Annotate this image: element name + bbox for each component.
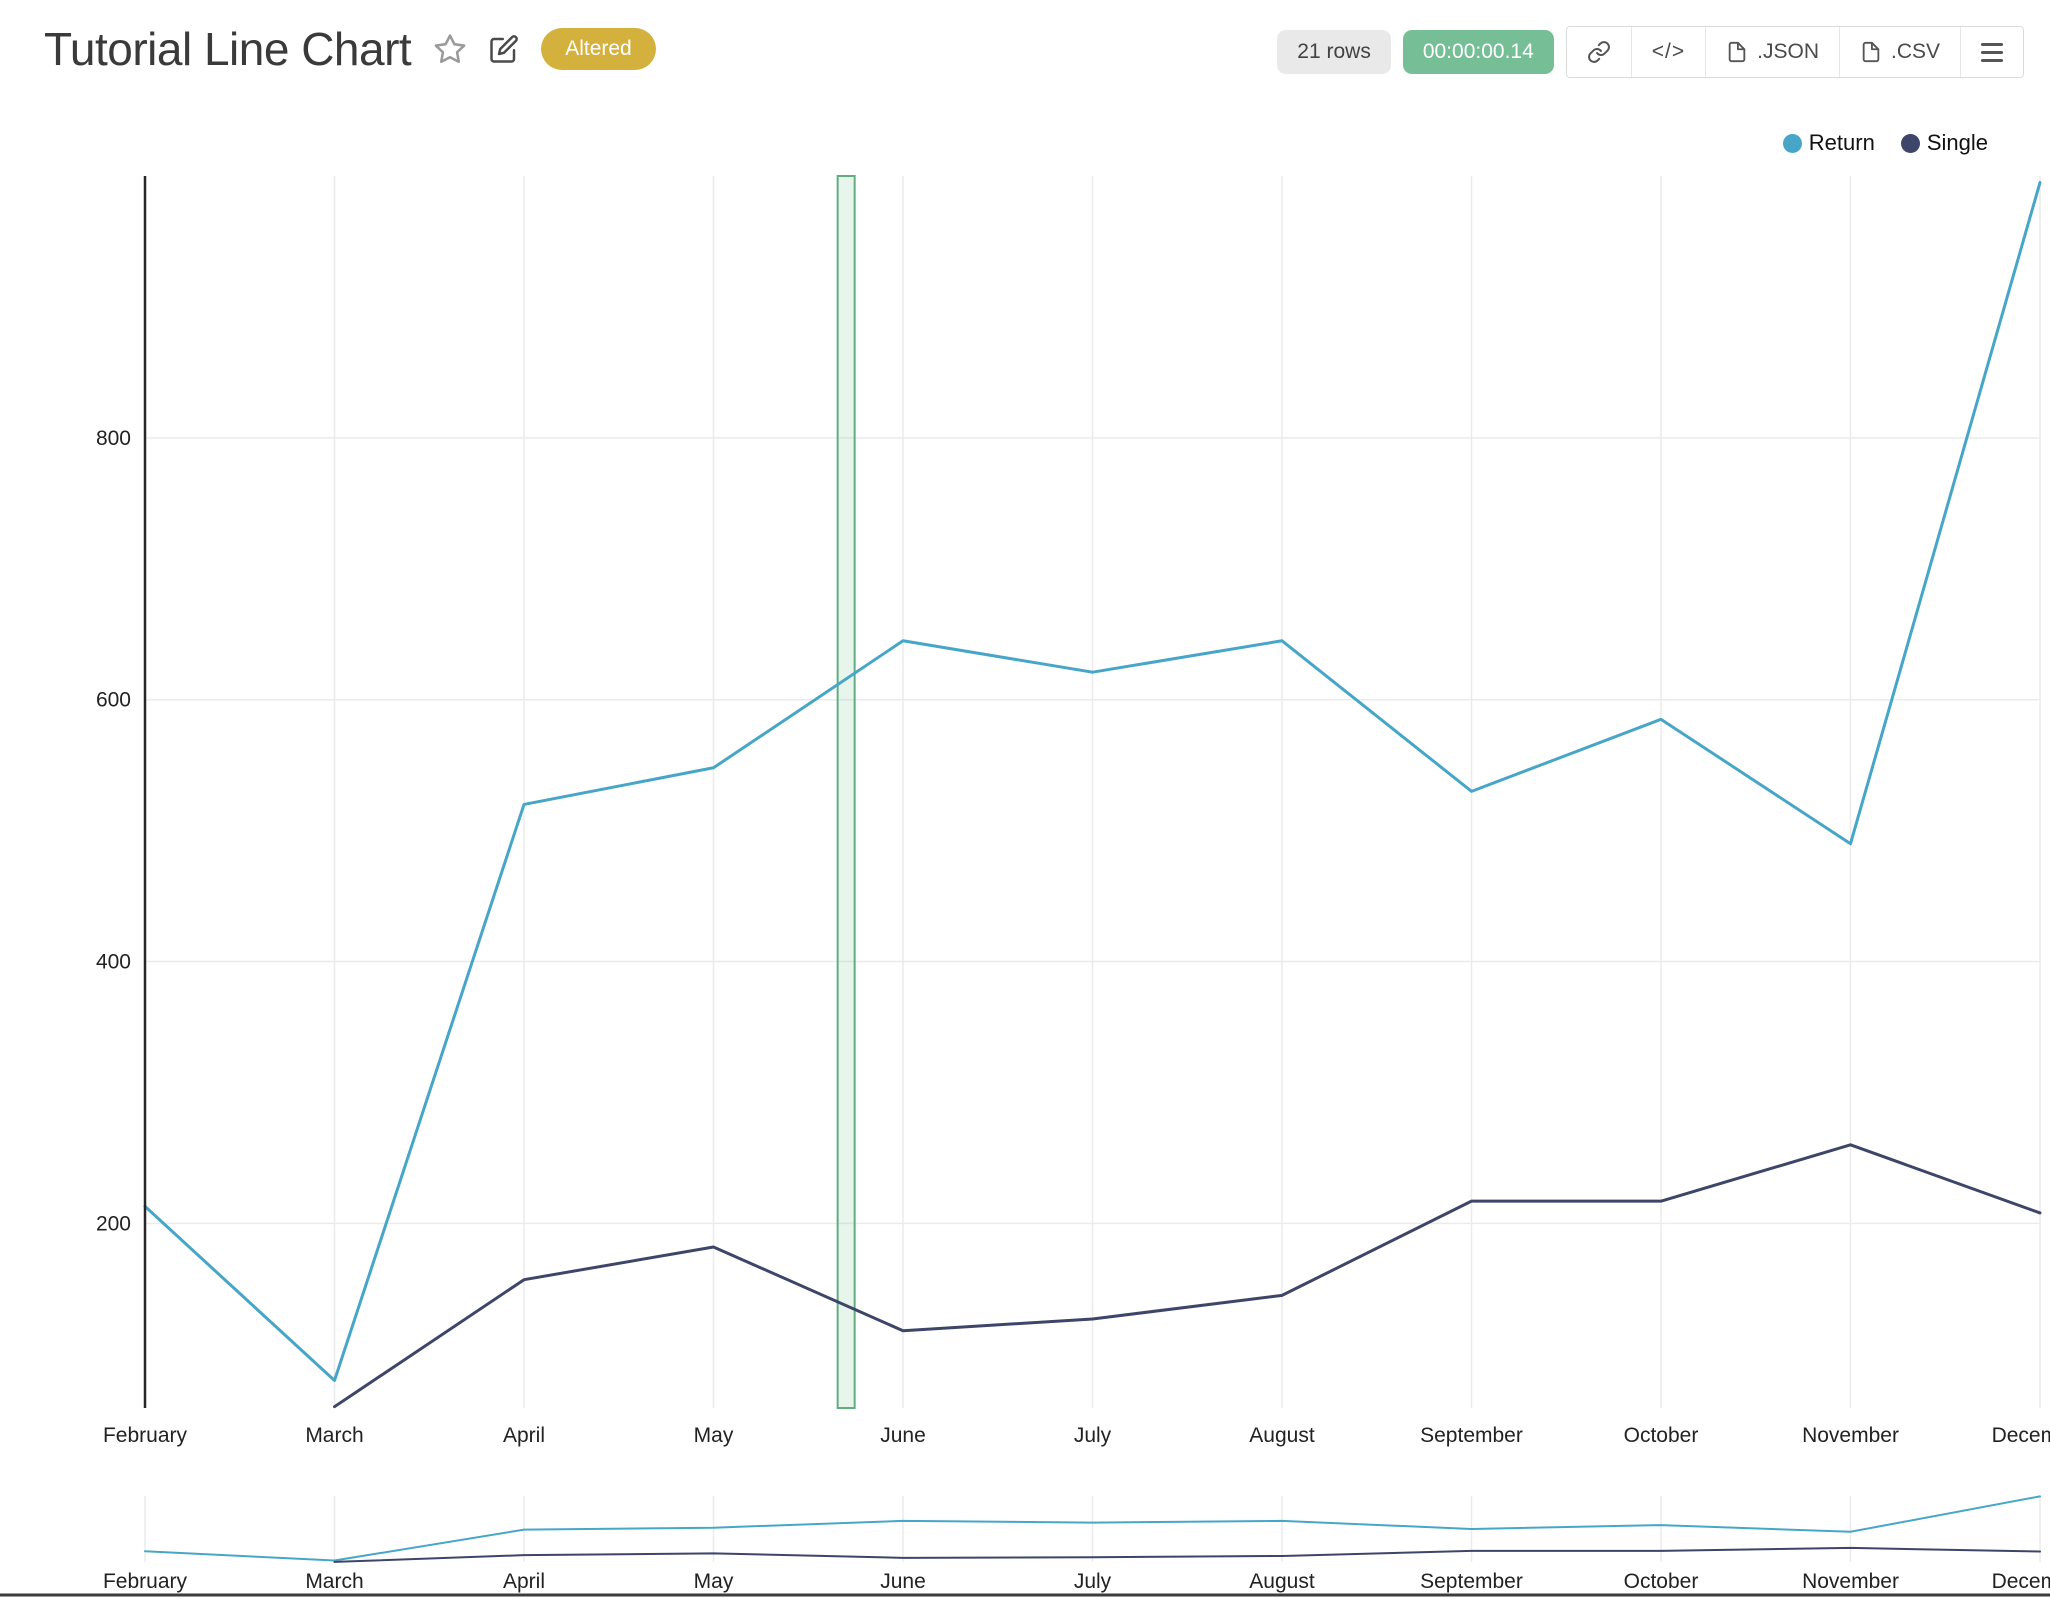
y-tick-label: 600	[96, 689, 131, 712]
x-tick-label: December	[1992, 1570, 2050, 1593]
file-json-icon	[1728, 41, 1746, 63]
file-csv-icon	[1862, 41, 1880, 63]
x-tick-label: May	[694, 1570, 734, 1593]
csv-button-label: .CSV	[1890, 40, 1940, 63]
x-tick-label: May	[694, 1424, 734, 1447]
return-series-dot	[1782, 133, 1802, 153]
edit-icon	[490, 35, 519, 63]
line-chart[interactable]: 200 400 600 800 February March April May June Jul…	[0, 170, 2050, 1470]
legend-label-single: Single	[1926, 130, 1988, 155]
x-tick-label: March	[305, 1424, 363, 1447]
single-series-dot	[1900, 133, 1920, 153]
export-button-group: </> .JSON .CSV	[1565, 26, 2024, 78]
x-tick-label: August	[1249, 1570, 1315, 1593]
download-csv-button[interactable]: .CSV	[1838, 27, 1960, 77]
header: Tutorial Line Chart Altered	[44, 22, 656, 76]
series-line-single[interactable]	[333, 1143, 2042, 1409]
code-icon: </>	[1651, 40, 1686, 63]
y-tick-label: 400	[96, 951, 131, 974]
altered-badge: Altered	[541, 28, 656, 70]
series-line-return[interactable]	[143, 181, 2042, 1383]
x-tick-label: July	[1074, 1570, 1112, 1593]
x-tick-label: April	[503, 1570, 545, 1593]
menu-icon	[1981, 42, 2003, 62]
y-tick-label: 800	[96, 427, 131, 450]
x-tick-label: August	[1249, 1424, 1315, 1447]
highlight-band[interactable]	[836, 175, 856, 1409]
page-title: Tutorial Line Chart	[44, 23, 412, 75]
range-selector-chart[interactable]: February March April May June July August Septe…	[0, 1488, 2050, 1598]
x-tick-label: November	[1802, 1570, 1899, 1593]
link-icon	[1587, 41, 1610, 63]
x-tick-label: September	[1420, 1424, 1523, 1447]
x-tick-label: October	[1624, 1570, 1699, 1593]
star-icon	[434, 34, 466, 64]
row-count-badge: 21 rows	[1277, 30, 1391, 74]
edit-name-button[interactable]	[489, 34, 519, 64]
x-tick-label: October	[1624, 1424, 1699, 1447]
y-tick-label: 200	[96, 1212, 131, 1235]
download-json-button[interactable]: .JSON	[1705, 27, 1839, 77]
embed-code-button[interactable]: </>	[1630, 27, 1706, 77]
x-tick-label: December	[1992, 1424, 2050, 1447]
x-tick-label: March	[305, 1570, 363, 1593]
chart-legend: Return Single	[1782, 130, 1988, 156]
legend-item-single[interactable]: Single	[1900, 130, 1988, 156]
x-tick-label: February	[103, 1570, 188, 1593]
x-tick-label: June	[880, 1424, 926, 1447]
x-tick-label: April	[503, 1424, 545, 1447]
menu-button[interactable]	[1960, 27, 2023, 77]
x-tick-label: November	[1802, 1424, 1899, 1447]
toolbar: 21 rows 00:00:00.14 </> .JSON .CSV	[1277, 26, 2024, 78]
legend-item-return[interactable]: Return	[1782, 130, 1875, 156]
legend-label-return: Return	[1808, 130, 1875, 155]
favorite-star-button[interactable]	[433, 32, 467, 66]
share-link-button[interactable]	[1566, 27, 1631, 77]
runtime-badge: 00:00:00.14	[1402, 30, 1554, 74]
series-line-single[interactable]	[333, 1546, 2041, 1563]
json-button-label: .JSON	[1757, 40, 1819, 63]
x-tick-label: February	[103, 1424, 188, 1447]
x-tick-label: July	[1074, 1424, 1112, 1447]
series-line-return[interactable]	[144, 1495, 2041, 1562]
x-tick-label: September	[1420, 1570, 1523, 1593]
x-tick-label: June	[880, 1570, 926, 1593]
